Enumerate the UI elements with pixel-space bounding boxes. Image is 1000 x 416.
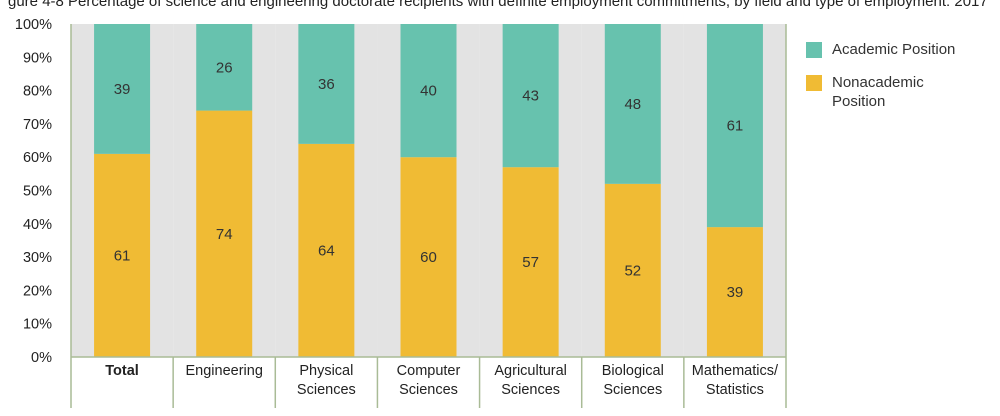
data-label-nonacademic-position-computer-sciences: 60 xyxy=(420,249,437,266)
x-tick-label-total: Total xyxy=(105,363,139,379)
data-label-nonacademic-position-mathematics-statistics: 39 xyxy=(727,284,744,301)
bar-academic-position-total xyxy=(94,24,151,154)
y-tick-label-9: 90% xyxy=(23,50,52,66)
data-label-nonacademic-position-engineering: 74 xyxy=(216,226,233,243)
data-label-academic-position-physical-sciences: 36 xyxy=(318,76,335,93)
y-tick-label-8: 80% xyxy=(23,84,52,100)
data-label-academic-position-total: 39 xyxy=(114,81,131,98)
bar-nonacademic-position-agricultural-sciences xyxy=(502,167,559,357)
y-tick-label-4: 40% xyxy=(23,217,52,233)
bar-nonacademic-position-biological-sciences xyxy=(604,183,661,357)
bar-academic-position-engineering xyxy=(196,24,253,111)
x-tick-label-physical-sciences: Physical Sciences xyxy=(297,363,356,398)
legend: Academic Position Nonacademic Position xyxy=(806,40,996,125)
bar-academic-position-mathematics-statistics xyxy=(706,24,763,228)
legend-item-nonacademic: Nonacademic Position xyxy=(806,73,996,111)
x-tick-label-mathematics-statistics: Mathematics/Statistics xyxy=(692,363,779,398)
y-tick-label-7: 70% xyxy=(23,117,52,133)
data-label-academic-position-mathematics-statistics: 61 xyxy=(727,118,744,135)
data-label-nonacademic-position-biological-sciences: 52 xyxy=(624,262,641,279)
y-tick-label-5: 50% xyxy=(23,184,52,200)
data-label-academic-position-engineering: 26 xyxy=(216,59,233,76)
x-tick-label-computer-sciences: Computer Sciences xyxy=(397,363,461,398)
data-label-nonacademic-position-physical-sciences: 64 xyxy=(318,242,335,259)
bar-nonacademic-position-computer-sciences xyxy=(400,157,457,357)
y-tick-label-1: 10% xyxy=(23,317,52,333)
x-tick-label-engineering: Engineering xyxy=(186,363,263,379)
bar-nonacademic-position-mathematics-statistics xyxy=(706,227,763,357)
data-label-academic-position-agricultural-sciences: 43 xyxy=(522,88,539,105)
bar-academic-position-agricultural-sciences xyxy=(502,24,559,168)
data-label-nonacademic-position-agricultural-sciences: 57 xyxy=(522,254,539,271)
bar-nonacademic-position-physical-sciences xyxy=(298,143,355,357)
y-tick-label-10: 100% xyxy=(15,17,52,33)
data-label-nonacademic-position-total: 61 xyxy=(114,247,131,264)
y-tick-label-2: 20% xyxy=(23,283,52,299)
bar-academic-position-computer-sciences xyxy=(400,24,457,158)
legend-label-nonacademic: Nonacademic Position xyxy=(832,74,924,110)
bar-academic-position-physical-sciences xyxy=(298,24,355,144)
data-label-academic-position-computer-sciences: 40 xyxy=(420,83,437,100)
chart-title: gure 4-8 Percentage of science and engin… xyxy=(8,0,988,10)
data-label-academic-position-biological-sciences: 48 xyxy=(624,96,641,113)
bar-nonacademic-position-total xyxy=(94,153,151,357)
legend-swatch-nonacademic xyxy=(806,75,822,91)
legend-item-academic: Academic Position xyxy=(806,40,996,59)
bar-nonacademic-position-engineering xyxy=(196,110,253,357)
bar-academic-position-biological-sciences xyxy=(604,24,661,184)
y-tick-label-6: 60% xyxy=(23,150,52,166)
legend-label-academic: Academic Position xyxy=(832,41,956,58)
x-tick-label-agricultural-sciences: Agricultural Sciences xyxy=(494,363,567,398)
x-tick-label-biological-sciences: Biological Sciences xyxy=(602,363,664,398)
legend-swatch-academic xyxy=(806,42,822,58)
y-tick-label-0: 0% xyxy=(31,350,52,366)
y-tick-label-3: 30% xyxy=(23,250,52,266)
